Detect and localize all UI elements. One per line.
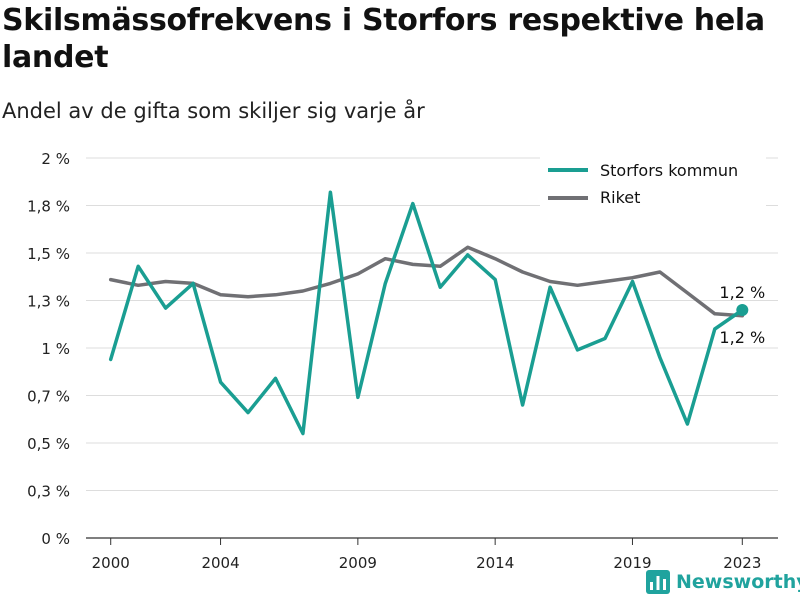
series-lines (108, 190, 749, 436)
y-tick-label: 1,8 % (27, 198, 70, 216)
grid-lines (86, 157, 778, 539)
last-point-marker[interactable] (736, 304, 749, 316)
chart-title: Skilsmässofrekvens i Storfors respektive… (2, 3, 765, 75)
legend: Storfors kommun Riket (540, 154, 766, 208)
newsworthy-logo: Newsworthy (646, 570, 800, 594)
legend-label-riket[interactable]: Riket (600, 188, 640, 207)
y-tick-label: 0 % (41, 530, 70, 548)
legend-label-storfors[interactable]: Storfors kommun (600, 161, 738, 180)
end-label-riket: 1,2 % (719, 283, 765, 302)
y-tick-label: 2 % (41, 150, 70, 168)
x-tick-label: 2019 (613, 554, 651, 572)
chart-subtitle: Andel av de gifta som skiljer sig varje … (2, 99, 425, 123)
series-line-riket[interactable] (108, 245, 745, 318)
end-label-storfors: 1,2 % (719, 328, 765, 347)
x-tick-label: 2009 (339, 554, 377, 572)
x-axis: 2000 2004 2009 2014 2019 2023 (92, 538, 761, 572)
y-tick-label: 1,3 % (27, 293, 70, 311)
brand-name: Newsworthy (676, 571, 800, 593)
bar-chart-icon (646, 570, 670, 594)
x-tick-label: 2000 (92, 554, 130, 572)
x-tick-label: 2014 (476, 554, 514, 572)
x-tick-label: 2004 (201, 554, 239, 572)
end-labels: 1,2 % 1,2 % (719, 283, 765, 347)
y-tick-label: 1,5 % (27, 245, 70, 263)
y-tick-label: 0,3 % (27, 483, 70, 501)
y-tick-label: 0,5 % (27, 435, 70, 453)
y-tick-label: 1 % (41, 340, 70, 358)
y-tick-label: 0,7 % (27, 388, 70, 406)
x-tick-label: 2023 (723, 554, 761, 572)
series-line-storfors[interactable] (108, 190, 745, 436)
y-axis: 0 % 0,3 % 0,5 % 0,7 % 1 % 1,3 % 1,5 % 1,8 % 2 % (27, 150, 70, 548)
